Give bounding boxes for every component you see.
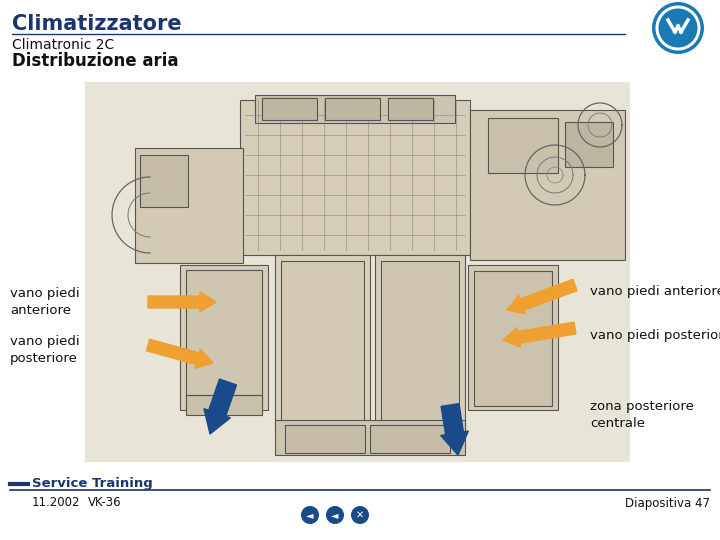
Bar [186, 270, 262, 405]
Circle shape [655, 5, 701, 51]
Bar [240, 100, 470, 255]
Bar [135, 148, 243, 263]
Bar [255, 95, 455, 123]
Text: Climatizzatore: Climatizzatore [12, 14, 181, 34]
Bar [275, 255, 370, 430]
Text: vano piedi
posteriore: vano piedi posteriore [10, 335, 80, 365]
Text: Service Training: Service Training [32, 477, 153, 490]
Bar [281, 261, 364, 426]
FancyArrow shape [146, 339, 213, 368]
Circle shape [659, 9, 698, 48]
Bar [388, 98, 433, 120]
Bar [186, 395, 262, 415]
FancyArrow shape [148, 292, 216, 312]
Bar [565, 122, 613, 167]
Text: zona posteriore
centrale: zona posteriore centrale [590, 400, 694, 430]
Text: Climatronic 2C: Climatronic 2C [12, 38, 114, 52]
FancyArrow shape [204, 379, 236, 434]
Bar [381, 261, 459, 426]
Bar [285, 425, 365, 453]
Text: vano piedi anteriore: vano piedi anteriore [590, 286, 720, 299]
Circle shape [652, 2, 704, 54]
Text: VK-36: VK-36 [88, 496, 122, 510]
Text: ◄: ◄ [331, 510, 338, 520]
FancyArrow shape [441, 403, 468, 455]
Bar [474, 271, 552, 406]
Text: Diapositiva 47: Diapositiva 47 [625, 496, 710, 510]
Text: vano piedi
anteriore: vano piedi anteriore [10, 287, 80, 317]
Bar [275, 420, 465, 455]
Text: 11.2002: 11.2002 [32, 496, 81, 510]
Text: Distribuzione aria: Distribuzione aria [12, 52, 179, 70]
Bar [85, 82, 630, 462]
Bar [488, 118, 558, 173]
Bar [325, 98, 380, 120]
Bar [370, 425, 450, 453]
Bar [180, 265, 268, 410]
Bar [468, 265, 558, 410]
FancyArrow shape [507, 279, 577, 314]
Bar [470, 110, 625, 260]
Bar [375, 255, 465, 430]
Bar [262, 98, 317, 120]
Circle shape [351, 506, 369, 524]
Text: ✕: ✕ [356, 510, 364, 520]
Bar [140, 155, 188, 207]
FancyArrow shape [503, 322, 576, 347]
Circle shape [326, 506, 344, 524]
Text: vano piedi posteriore: vano piedi posteriore [590, 329, 720, 342]
Text: ◄: ◄ [306, 510, 314, 520]
Circle shape [301, 506, 319, 524]
